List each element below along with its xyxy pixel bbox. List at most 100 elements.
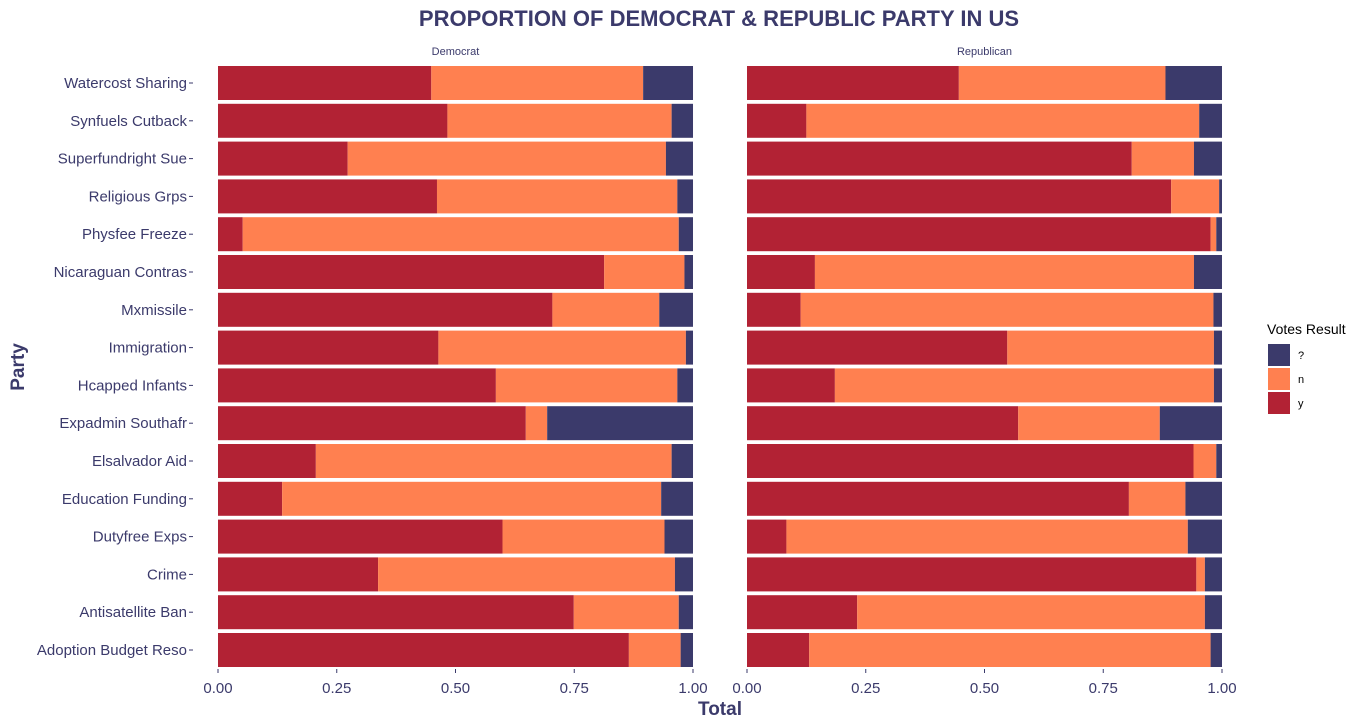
bar-segment <box>1159 406 1223 441</box>
legend-items: ? ny <box>1268 344 1304 414</box>
y-tick-label: Education Funding <box>62 491 187 508</box>
x-tick-label: 1.00 <box>678 680 707 697</box>
bar-segment <box>218 557 379 592</box>
bar-segment <box>218 519 503 554</box>
bar-segment <box>678 217 693 252</box>
bar-segment <box>1018 406 1160 441</box>
bar-segment <box>628 633 681 667</box>
bar-segment <box>1165 66 1222 100</box>
bar-segment <box>677 179 694 214</box>
bar-segment <box>1193 444 1217 478</box>
bar-segment <box>857 595 1205 630</box>
x-tick-label: 0.00 <box>732 680 761 697</box>
bar-segment <box>604 255 685 289</box>
bar-segment <box>680 633 693 667</box>
bar-segment <box>1213 368 1223 403</box>
bar-segment <box>1210 633 1222 667</box>
bar-segment <box>1187 519 1222 554</box>
x-tick-label: 0.00 <box>203 680 232 697</box>
bar-segment <box>659 292 693 327</box>
bar-segment <box>1193 255 1222 289</box>
bar-segment <box>1213 292 1222 327</box>
legend-swatch <box>1268 392 1290 414</box>
bar-segment <box>643 66 694 100</box>
legend-label: n <box>1298 374 1304 386</box>
facet-democrat: Democrat 0.00 0.25 0.50 0.75 1.00 <box>203 46 707 697</box>
bar-segment <box>1219 179 1222 214</box>
bar-segment <box>747 66 959 100</box>
bar-segment <box>685 330 694 365</box>
bar-segment <box>436 179 678 214</box>
bar-segment <box>218 481 283 516</box>
y-tick-label: Dutyfree Exps <box>93 529 187 546</box>
bar-segment <box>677 368 694 403</box>
bar-segment <box>315 444 672 478</box>
bar-segment <box>218 66 432 100</box>
x-tick-label: 0.75 <box>1089 680 1118 697</box>
facet-label: Republican <box>957 46 1012 58</box>
y-tick-label: Religious Grps <box>89 188 187 205</box>
bar-segment <box>834 368 1214 403</box>
bar-segment <box>747 255 815 289</box>
y-tick-label: Elsalvador Aid <box>92 453 187 470</box>
bar-segment <box>661 481 693 516</box>
legend: Votes Result ? ny <box>1267 321 1346 414</box>
y-tick-label: Expadmin Southafr <box>59 415 187 432</box>
bar-segment <box>747 481 1129 516</box>
bar-segment <box>747 330 1008 365</box>
bar-segment <box>747 633 810 667</box>
x-tick-label: 0.50 <box>441 680 470 697</box>
bar-segment <box>671 444 694 478</box>
bar-segment <box>547 406 693 441</box>
bar-segment <box>1199 103 1222 138</box>
y-tick-label: Superfundright Sue <box>58 151 187 168</box>
bar-segment <box>1216 444 1222 478</box>
y-tick-label: Immigration <box>109 340 187 357</box>
bar-segment <box>218 179 437 214</box>
bar-segment <box>671 103 694 138</box>
legend-swatch <box>1268 368 1290 390</box>
bar-segment <box>684 255 693 289</box>
x-tick-label: 1.00 <box>1207 680 1236 697</box>
bar-segment <box>1204 595 1222 630</box>
y-tick-label: Synfuels Cutback <box>70 113 187 130</box>
bar-segment <box>747 141 1132 176</box>
bar-segment <box>218 103 448 138</box>
y-tick-label: Adoption Budget Reso <box>37 642 187 659</box>
bar-segment <box>1171 179 1220 214</box>
y-tick-label: Watercost Sharing <box>64 75 187 92</box>
x-tick-label: 0.75 <box>560 680 589 697</box>
y-axis-title: Party <box>8 343 29 391</box>
bar-segment <box>525 406 548 441</box>
bar-segment <box>786 519 1188 554</box>
bar-segment <box>431 66 644 100</box>
bar-segment <box>218 255 605 289</box>
facet-panels: Democrat 0.00 0.25 0.50 0.75 1.00 Republican 0.… <box>37 46 1237 697</box>
bar-segment <box>218 633 629 667</box>
bar-segment <box>447 103 672 138</box>
bar-segment <box>806 103 1200 138</box>
bar-segment <box>747 519 787 554</box>
bar-segment <box>438 330 686 365</box>
bar-segment <box>242 217 679 252</box>
bar-segment <box>502 519 665 554</box>
bar-segment <box>664 519 693 554</box>
bar-segment <box>665 141 693 176</box>
bar-segment <box>747 103 807 138</box>
bar-segment <box>747 557 1197 592</box>
bar-segment <box>1131 141 1194 176</box>
bar-segment <box>573 595 679 630</box>
bar-segment <box>552 292 660 327</box>
bar-segment <box>218 292 553 327</box>
legend-title: Votes Result <box>1267 321 1346 337</box>
bar-segment <box>347 141 666 176</box>
bar-segment <box>1210 217 1217 252</box>
bar-segment <box>218 595 574 630</box>
bar-segment <box>747 595 858 630</box>
bar-segment <box>747 217 1211 252</box>
y-tick-label: Crime <box>147 566 187 583</box>
bar-segment <box>747 406 1019 441</box>
bar-segment <box>1216 217 1222 252</box>
bar-segment <box>678 595 693 630</box>
